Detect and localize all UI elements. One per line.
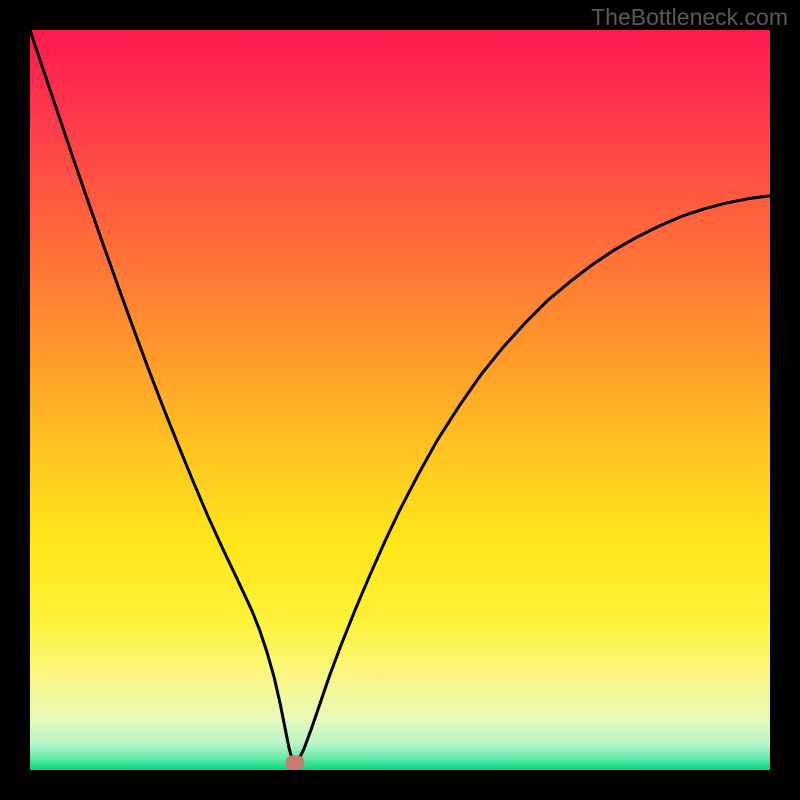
plot-background xyxy=(30,30,770,770)
minimum-marker xyxy=(286,756,304,769)
bottleneck-chart xyxy=(0,0,800,800)
figure-container: TheBottleneck.com xyxy=(0,0,800,800)
watermark-text: TheBottleneck.com xyxy=(591,4,788,31)
